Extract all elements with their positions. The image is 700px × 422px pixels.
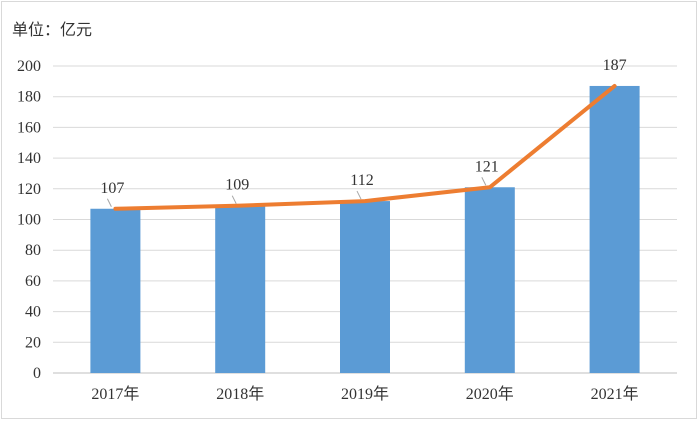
data-label: 121 [475,158,499,175]
data-label: 109 [225,177,249,194]
y-tick-label: 20 [25,334,41,351]
line-layer [113,83,617,211]
bar-layer [90,85,640,373]
y-tick-label: 140 [17,150,41,167]
y-tick-label: 60 [25,273,41,290]
data-label-leader [356,190,362,200]
y-tick-label: 120 [17,181,41,198]
data-label-leader [231,195,237,204]
y-tick-label: 40 [25,304,41,321]
y-tick-label: 80 [25,242,41,259]
unit-label: 单位：亿元 [12,20,93,39]
x-tick-label: 2019年 [341,385,389,403]
x-tick-label: 2017年 [91,385,139,403]
y-tick-label: 0 [33,365,41,382]
x-tick-label: 2020年 [466,385,514,403]
data-label: 187 [603,57,627,74]
data-label: 107 [100,180,124,197]
data-label: 112 [350,172,373,189]
data-label-leader [106,198,112,207]
bar [90,208,141,373]
x-axis-ticks: 2017年 2018年 2019年 2020年 2021年 [91,385,638,403]
bar [589,85,640,373]
bar [464,187,515,373]
bar [215,205,266,373]
grid-layer [53,65,677,374]
y-tick-label: 180 [17,89,41,106]
y-tick-label: 200 [17,58,41,75]
x-tick-label: 2018年 [216,385,264,403]
x-tick-label: 2021年 [591,385,639,403]
y-tick-label: 160 [17,119,41,136]
data-label-leader [481,177,487,186]
trend-line [113,83,617,211]
bar [340,201,390,373]
y-tick-label: 100 [17,212,41,229]
y-axis-ticks: 0 20 40 60 80 100 120 140 160 180 200 [17,58,41,382]
data-label-layer: 107 109 112 121 187 [100,57,627,207]
